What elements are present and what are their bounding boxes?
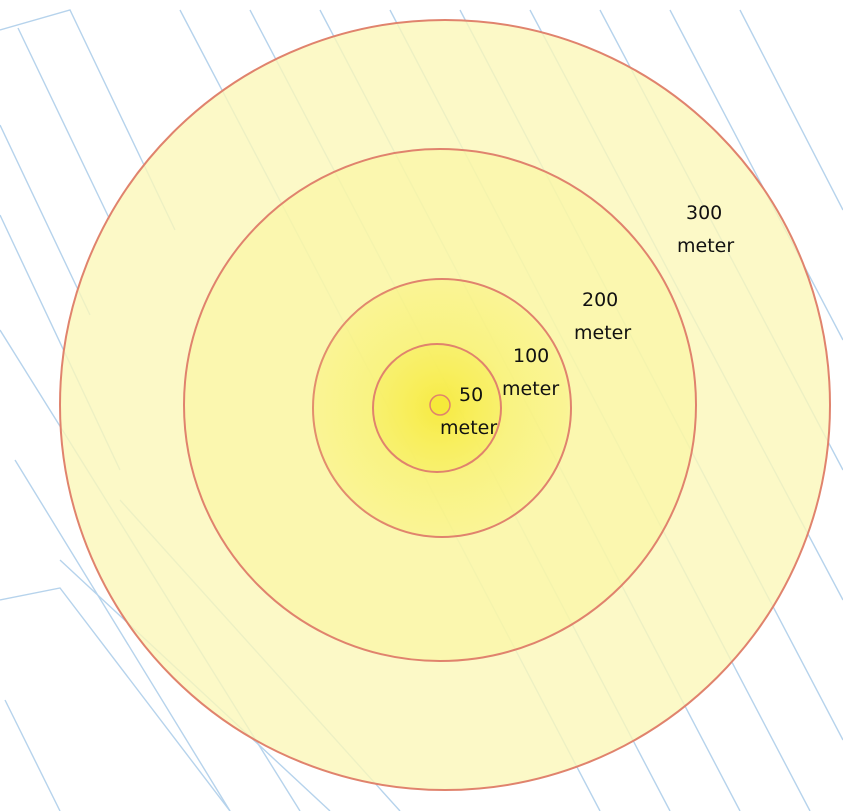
parcel-line: [14, 459, 231, 811]
buffer-labels: 50 meter 100 meter 200 meter 300 meter: [440, 202, 734, 439]
label-50-distance: 50: [459, 384, 483, 406]
label-200-distance: 200: [582, 289, 618, 311]
parcel-line: [739, 9, 843, 211]
buffer-rings: [59, 19, 831, 791]
label-100-distance: 100: [513, 345, 549, 367]
parcel-line: [669, 9, 843, 341]
parcel-line: [0, 9, 176, 231]
parcel-line: [0, 124, 91, 316]
parcel-line: [17, 27, 111, 221]
label-200-unit: meter: [574, 322, 631, 344]
center-point-marker[interactable]: [429, 394, 451, 416]
parcel-line: [0, 587, 231, 811]
label-300-unit: meter: [677, 235, 734, 257]
label-100-unit: meter: [502, 378, 559, 400]
label-50-unit: meter: [440, 417, 497, 439]
label-300-distance: 300: [686, 202, 722, 224]
parcel-line: [4, 699, 61, 811]
